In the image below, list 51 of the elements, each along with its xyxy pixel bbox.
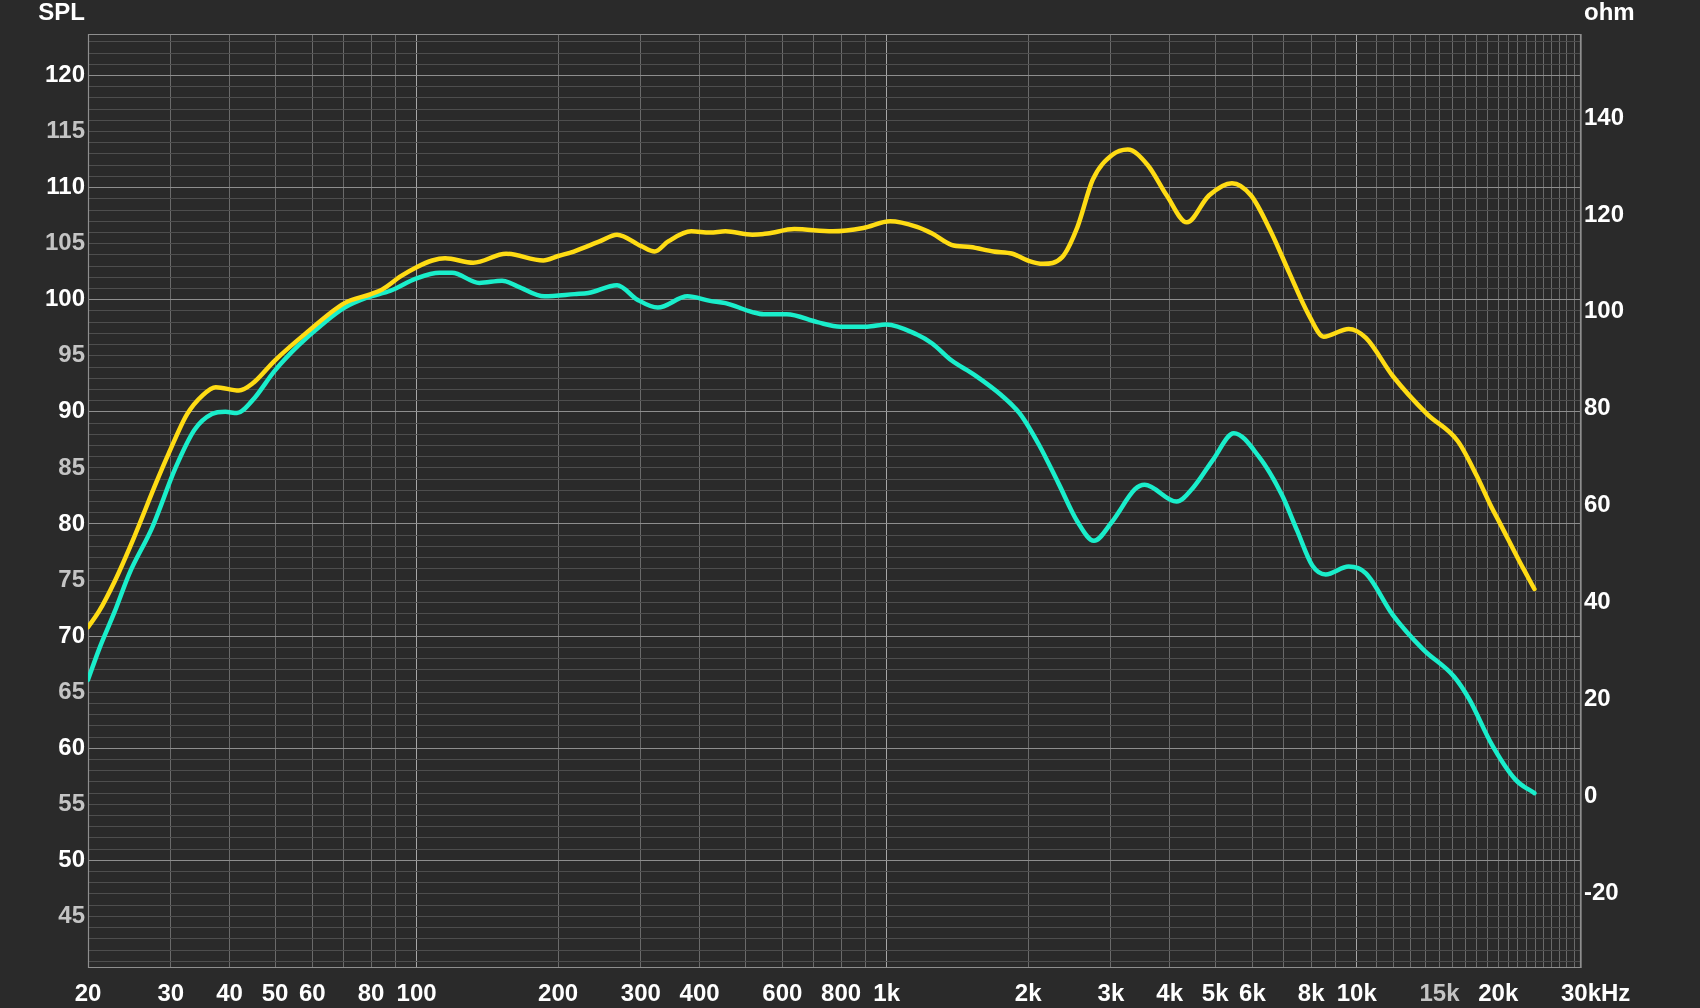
x-tick-label: 600 [762,979,803,1007]
x-tick-label: 300 [620,979,661,1007]
y2-tick-label: -20 [1584,878,1619,906]
y2-tick-label: 80 [1584,393,1611,421]
x-tick-label: 200 [538,979,579,1007]
y2-tick-label: 140 [1584,102,1625,130]
x-tick-label: 800 [821,979,862,1007]
x-tick-label: 40 [216,979,243,1007]
x-tick-label: 80 [357,979,385,1007]
y-tick-label: 120 [44,60,85,88]
y2-tick-label: 100 [1584,296,1625,324]
y-tick-label: 85 [58,452,85,480]
y-tick-label: 100 [44,284,85,312]
y-tick-label: 65 [58,676,85,704]
y-tick-label: 60 [58,732,85,760]
x-tick-label: 20k [1478,979,1519,1007]
y-tick-label: 55 [58,788,85,816]
y-tick-label: 90 [58,396,85,424]
x-tick-label: 400 [679,979,720,1007]
y2-tick-label: 0 [1584,781,1598,809]
y-tick-label: 70 [58,620,85,648]
y-tick-label: 50 [58,844,85,872]
y2-tick-label: 20 [1584,684,1611,712]
x-axis-title: Hz [1601,979,1631,1007]
x-tick-label: 20 [74,979,102,1007]
x-tick-label: 30k [1560,979,1602,1007]
x-tick-label: 50 [261,979,289,1007]
y2-tick-label: 120 [1584,199,1625,227]
x-tick-label: 15k [1419,979,1461,1007]
x-tick-label: 30 [157,979,185,1007]
x-tick-label: 1k [873,979,901,1007]
y-tick-label: 75 [58,564,85,592]
x-tick-label: 8k [1297,979,1326,1007]
y2-tick-label: 40 [1584,587,1611,615]
x-tick-label: 4k [1156,979,1184,1007]
x-tick-label: 6k [1239,979,1267,1007]
y-tick-label: 80 [58,508,85,536]
y-tick-label: 45 [58,901,85,929]
y-tick-label: 110 [46,172,85,200]
y2-tick-label: 60 [1584,490,1611,518]
x-tick-label: 60 [298,979,326,1007]
y-tick-label: 95 [58,340,85,368]
x-tick-label: 3k [1097,979,1125,1007]
y2-axis-title: ohm [1584,0,1635,25]
y-axis-title: SPL [38,0,85,25]
x-tick-label: 2k [1014,979,1043,1007]
y-tick-label: 115 [46,116,85,144]
x-tick-label: 5k [1201,979,1230,1007]
y-tick-label: 105 [44,228,85,256]
x-tick-label: 100 [396,979,437,1007]
x-tick-label: 10k [1336,979,1378,1007]
